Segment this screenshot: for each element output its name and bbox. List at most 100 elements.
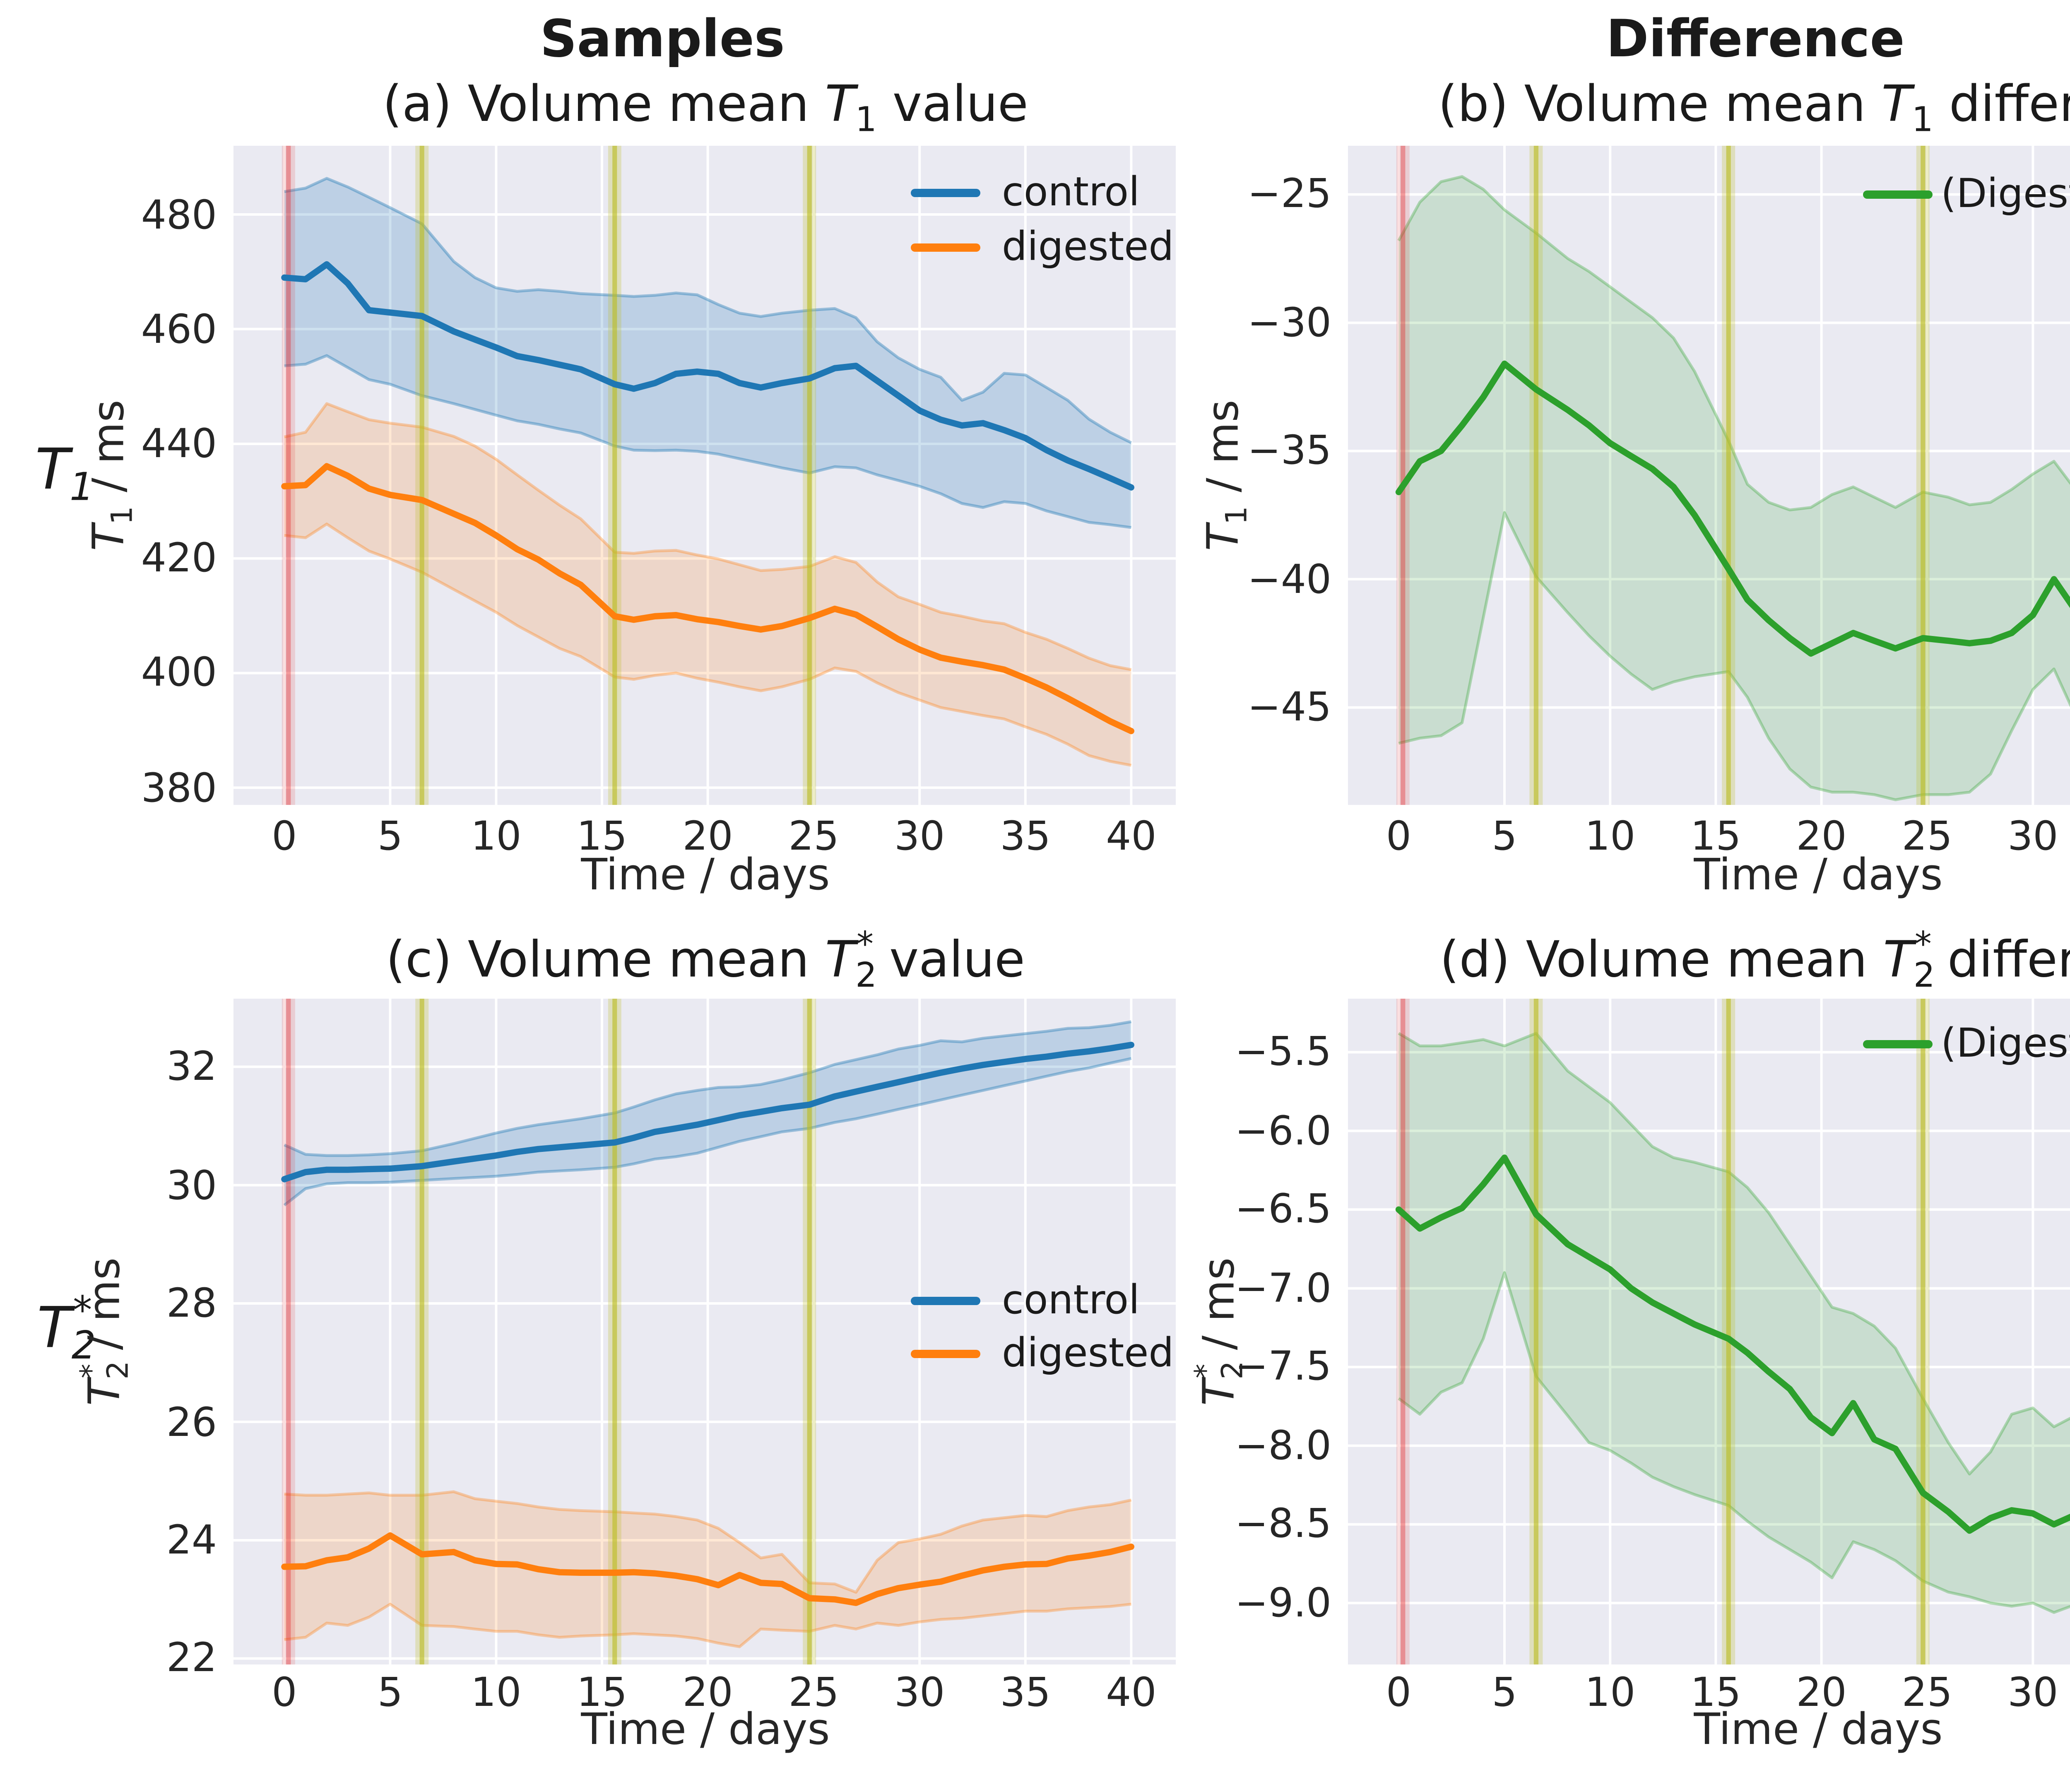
chart-c-band-control <box>284 1021 1131 1205</box>
chart-b-x-axis-label: Time / days <box>1694 851 1943 901</box>
chart-a-x-axis-label: Time / days <box>581 851 830 901</box>
chart-a-y-tick-380: 380 <box>141 764 217 811</box>
legend-line-control-icon <box>911 1297 980 1305</box>
chart-d-plot-area <box>1348 999 2070 1664</box>
chart-b-y-tick-−30: −30 <box>1247 299 1331 346</box>
chart-d-x-tick-25: 25 <box>1902 1669 1952 1716</box>
chart-a-x-tick-5: 5 <box>377 813 403 860</box>
chart-b-x-tick-5: 5 <box>1492 813 1517 860</box>
chart-b-background <box>1348 146 2070 805</box>
chart-d-y-tick-−8.0: −8.0 <box>1235 1422 1331 1469</box>
chart-a-line-digested <box>281 463 1134 735</box>
chart-c-y-tick-32: 32 <box>166 1043 217 1090</box>
legend-line-digested-icon <box>911 1350 980 1358</box>
chart-c-y-tick-22: 22 <box>166 1635 217 1682</box>
chart-a-x-tick-15: 15 <box>576 813 628 860</box>
chart-c-line-control <box>281 1042 1134 1183</box>
chart-c-band-upper-edge-digested <box>284 1490 1132 1594</box>
chart-a-x-tick-30: 30 <box>894 813 945 860</box>
chart-c-plot-area <box>233 999 1176 1664</box>
chart-c-band-lower-edge-control <box>283 1057 1132 1207</box>
chart-a-x-tick-10: 10 <box>471 813 522 860</box>
chart-b-y-tick-−40: −40 <box>1247 556 1331 602</box>
legend-label-digested: digested <box>1002 224 1174 270</box>
chart-d-line-(Digested - Control) <box>1395 1154 2070 1534</box>
legend-line-control-icon <box>911 189 980 197</box>
chart-b-y-tick-−35: −35 <box>1247 428 1331 474</box>
chart-a-x-tick-0: 0 <box>272 813 297 860</box>
chart-d-y-tick-−9.0: −9.0 <box>1235 1580 1331 1626</box>
chart-b-x-tick-30: 30 <box>2007 813 2058 860</box>
row-label-t1: T1 <box>35 437 94 510</box>
chart-b-y-tick-−25: −25 <box>1247 171 1331 218</box>
legend-label-difference: (Digested - Control) <box>1941 171 2070 217</box>
chart-d-x-tick-30: 30 <box>2007 1669 2058 1716</box>
chart-c-x-tick-0: 0 <box>272 1669 297 1716</box>
chart-c-band-lower-edge-digested <box>284 1602 1131 1648</box>
chart-c-band-digested <box>284 1491 1131 1647</box>
chart-d-x-tick-5: 5 <box>1492 1669 1517 1716</box>
chart-b-line-(Digested - Control) <box>1395 360 2070 657</box>
chart-c-x-tick-40: 40 <box>1106 1669 1157 1716</box>
chart-d-band-(Digested - Control) <box>1398 1033 2070 1613</box>
chart-b-title: (b) Volume mean T1 difference <box>1438 76 2070 140</box>
chart-d-y-tick-−7.0: −7.0 <box>1235 1265 1331 1312</box>
chart-d-y-tick-−7.5: −7.5 <box>1235 1344 1331 1390</box>
legend-label-difference: (Digested - Control) <box>1941 1020 2070 1067</box>
chart-d-x-tick-10: 10 <box>1585 1669 1636 1716</box>
chart-d-x-tick-0: 0 <box>1386 1669 1411 1716</box>
chart-b-x-tick-20: 20 <box>1796 813 1847 860</box>
chart-b-x-tick-0: 0 <box>1386 813 1411 860</box>
chart-a-title: (a) Volume mean T1 value <box>383 76 1028 140</box>
chart-c-y-tick-24: 24 <box>166 1517 217 1563</box>
legend-line-difference-icon <box>1863 1040 1933 1048</box>
chart-a-y-tick-400: 400 <box>141 650 217 696</box>
chart-a-x-tick-25: 25 <box>788 813 839 860</box>
chart-c-band-upper-edge-control <box>284 1020 1131 1157</box>
chart-b-x-tick-10: 10 <box>1585 813 1636 860</box>
chart-c-x-tick-35: 35 <box>1000 1669 1051 1716</box>
legend-line-difference-icon <box>1863 190 1933 199</box>
chart-d-band-upper-edge-(Digested - Control) <box>1398 1032 2070 1476</box>
chart-d-y-tick-−6.5: −6.5 <box>1235 1186 1331 1233</box>
chart-d-x-tick-15: 15 <box>1690 1669 1741 1716</box>
chart-b-plot-area <box>1348 146 2070 805</box>
chart-c-x-tick-10: 10 <box>471 1669 522 1716</box>
chart-a-x-tick-20: 20 <box>682 813 733 860</box>
chart-c-y-tick-26: 26 <box>166 1399 217 1445</box>
chart-d-y-tick-−5.5: −5.5 <box>1235 1029 1331 1076</box>
chart-a-line-control <box>281 261 1134 491</box>
chart-c-title: (c) Volume mean T2* value <box>386 924 1025 995</box>
legend-label-control: control <box>1002 1277 1140 1323</box>
chart-b-x-tick-25: 25 <box>1902 813 1952 860</box>
chart-a-band-digested <box>284 403 1131 766</box>
chart-a-band-upper-edge-control <box>284 177 1132 444</box>
chart-a-band-lower-edge-digested <box>284 523 1132 767</box>
chart-a-y-tick-460: 460 <box>141 306 217 352</box>
chart-c-x-tick-15: 15 <box>576 1669 628 1716</box>
chart-a-y-tick-420: 420 <box>141 535 217 582</box>
chart-d-x-tick-20: 20 <box>1796 1669 1847 1716</box>
chart-c-y-tick-30: 30 <box>166 1162 217 1209</box>
chart-b-y-tick-−45: −45 <box>1247 684 1331 731</box>
chart-b-band-upper-edge-(Digested - Control) <box>1397 175 2070 511</box>
chart-d-title: (d) Volume mean T2* difference <box>1439 924 2070 995</box>
chart-c-y-tick-28: 28 <box>166 1280 217 1327</box>
chart-b-x-tick-15: 15 <box>1690 813 1741 860</box>
chart-c-line-digested <box>281 1532 1134 1606</box>
chart-a-band-upper-edge-digested <box>284 402 1132 671</box>
chart-a-band-lower-edge-control <box>284 354 1131 529</box>
column-header-samples: Samples <box>540 10 785 70</box>
legend-label-digested: digested <box>1002 1330 1174 1376</box>
chart-c-x-tick-5: 5 <box>377 1669 403 1716</box>
chart-c-x-tick-30: 30 <box>894 1669 945 1716</box>
chart-c-x-axis-label: Time / days <box>581 1706 830 1756</box>
chart-c-x-tick-25: 25 <box>788 1669 839 1716</box>
legend-line-digested-icon <box>911 243 980 252</box>
row-label-t2star: T2* <box>37 1290 96 1368</box>
chart-a-x-tick-35: 35 <box>1000 813 1051 860</box>
chart-b-band-lower-edge-(Digested - Control) <box>1398 511 2070 801</box>
column-header-difference: Difference <box>1606 10 1905 70</box>
chart-a-band-control <box>284 178 1131 527</box>
